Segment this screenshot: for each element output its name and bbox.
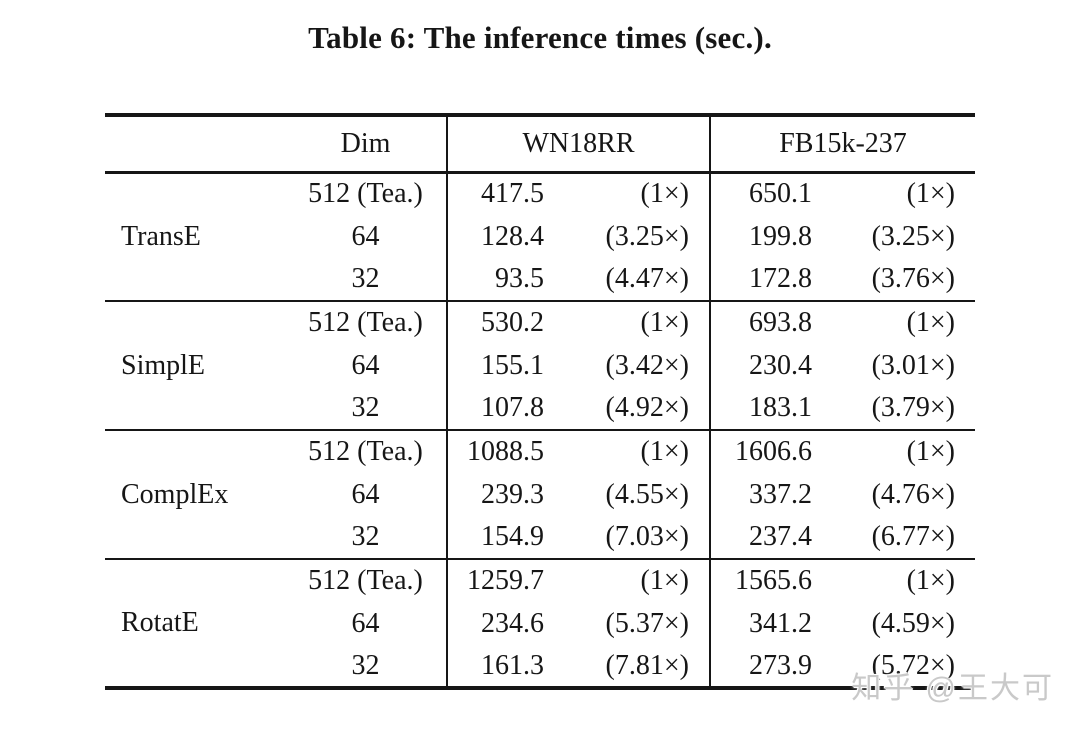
wn18rr-time: 155.1 (446, 344, 552, 387)
fb15k237-speedup: (3.25×) (871, 220, 956, 252)
wn18rr-speedup: (7.81×) (605, 649, 689, 681)
table-row: 32 93.5 (4.47×) 172.8 (3.76×) (105, 258, 975, 301)
inference-times-table: Dim WN18RR FB15k-237 TransE 512 (Tea.) 4… (105, 113, 976, 690)
header-fb15k237: FB15k-237 (708, 115, 976, 174)
table-row: TransE 512 (Tea.) 417.5 (1×) 650.1 (1×) (105, 172, 975, 252)
dim-value: 32 (351, 521, 380, 552)
fb15k237-time: 650.1 (709, 172, 820, 215)
table-row: 64 234.6 (5.37×) 341.2 (4.59×) (105, 602, 975, 645)
fb15k237-speedup: (1×) (906, 307, 956, 338)
fb15k237-time: 183.1 (709, 387, 820, 430)
fb15k237-speedup: (4.76×) (871, 478, 956, 510)
dim-value: 512 (Tea.) (308, 436, 423, 467)
model-label: SimplE (121, 349, 206, 381)
fb15k237-speedup: (6.77×) (871, 521, 956, 552)
wn18rr-time: 93.5 (446, 258, 552, 301)
header-wn18rr: WN18RR (446, 115, 710, 174)
wn18rr-time: 161.3 (446, 645, 552, 688)
fb15k237-time: 230.4 (709, 344, 820, 387)
wn18rr-time: 107.8 (446, 387, 552, 430)
group-simple: SimplE 512 (Tea.) 530.2 (1×) 693.8 (1×) … (105, 301, 976, 430)
dim-value: 64 (351, 349, 380, 381)
table-row: RotatE 512 (Tea.) 1259.7 (1×) 1565.6 (1×… (105, 559, 975, 638)
dim-value: 512 (Tea.) (308, 307, 423, 338)
wn18rr-time: 154.9 (446, 516, 552, 559)
dim-value: 512 (Tea.) (308, 565, 423, 596)
fb15k237-time: 273.9 (709, 645, 820, 688)
wn18rr-speedup: (1×) (640, 178, 689, 210)
wn18rr-time: 1088.5 (446, 430, 552, 473)
wn18rr-speedup: (5.37×) (605, 607, 689, 639)
table-row: 32 107.8 (4.92×) 183.1 (3.79×) (105, 387, 975, 430)
fb15k237-speedup: (3.79×) (871, 392, 956, 423)
header-model (105, 115, 285, 174)
wn18rr-speedup: (7.03×) (605, 521, 689, 552)
dim-value: 32 (351, 392, 380, 423)
wn18rr-time: 530.2 (446, 301, 552, 344)
dim-value: 512 (Tea.) (308, 178, 423, 210)
fb15k237-speedup: (4.59×) (871, 607, 956, 639)
model-label: RotatE (121, 607, 199, 638)
wn18rr-time: 417.5 (446, 172, 552, 215)
table-row: SimplE 512 (Tea.) 530.2 (1×) 693.8 (1×) (105, 301, 975, 381)
header-row: Dim WN18RR FB15k-237 (105, 115, 976, 174)
fb15k237-time: 199.8 (709, 215, 820, 258)
group-rotate: RotatE 512 (Tea.) 1259.7 (1×) 1565.6 (1×… (105, 559, 976, 688)
dim-value: 64 (351, 478, 380, 510)
wn18rr-time: 1259.7 (446, 559, 552, 602)
dim-value: 64 (351, 607, 380, 639)
model-label: ComplEx (121, 478, 229, 510)
wn18rr-speedup: (4.55×) (605, 478, 689, 510)
fb15k237-time: 1565.6 (709, 559, 820, 602)
group-complex: ComplEx 512 (Tea.) 1088.5 (1×) 1606.6 (1… (105, 430, 976, 559)
table-row: 32 161.3 (7.81×) 273.9 (5.72×) (105, 645, 975, 688)
fb15k237-time: 337.2 (709, 473, 820, 516)
table-row: 64 128.4 (3.25×) 199.8 (3.25×) (105, 215, 975, 258)
wn18rr-speedup: (3.25×) (605, 220, 689, 252)
zhihu-watermark: 知乎 @王大可 (851, 672, 1054, 705)
header-dim: Dim (285, 115, 447, 174)
fb15k237-time: 341.2 (709, 602, 820, 645)
dim-value: 32 (351, 263, 380, 294)
table-row: 64 155.1 (3.42×) 230.4 (3.01×) (105, 344, 975, 387)
wn18rr-speedup: (4.92×) (605, 392, 689, 423)
fb15k237-speedup: (3.01×) (871, 349, 956, 381)
fb15k237-time: 237.4 (709, 516, 820, 559)
fb15k237-time: 1606.6 (709, 430, 820, 473)
wn18rr-time: 128.4 (446, 215, 552, 258)
group-transe: TransE 512 (Tea.) 417.5 (1×) 650.1 (1×) … (105, 172, 975, 301)
table-row: 64 239.3 (4.55×) 337.2 (4.76×) (105, 473, 975, 516)
wn18rr-speedup: (3.42×) (605, 349, 689, 381)
fb15k237-speedup: (1×) (906, 436, 956, 467)
wn18rr-time: 239.3 (446, 473, 552, 516)
fb15k237-time: 172.8 (709, 258, 820, 301)
table-header: Dim WN18RR FB15k-237 (105, 115, 976, 174)
wn18rr-speedup: (1×) (640, 436, 689, 467)
model-label: TransE (121, 220, 201, 252)
table-row: ComplEx 512 (Tea.) 1088.5 (1×) 1606.6 (1… (105, 430, 975, 510)
fb15k237-time: 693.8 (709, 301, 820, 344)
wn18rr-speedup: (1×) (640, 307, 689, 338)
fb15k237-speedup: (1×) (906, 565, 956, 596)
fb15k237-speedup: (5.72×) (871, 649, 956, 681)
dim-value: 64 (351, 220, 380, 252)
wn18rr-time: 234.6 (446, 602, 552, 645)
dim-value: 32 (351, 649, 380, 681)
fb15k237-speedup: (1×) (906, 178, 956, 210)
wn18rr-speedup: (1×) (640, 565, 689, 596)
wn18rr-speedup: (4.47×) (605, 263, 689, 294)
table-caption: Table 6: The inference times (sec.). (308, 20, 772, 55)
fb15k237-speedup: (3.76×) (871, 263, 956, 294)
table-row: 32 154.9 (7.03×) 237.4 (6.77×) (105, 516, 975, 559)
